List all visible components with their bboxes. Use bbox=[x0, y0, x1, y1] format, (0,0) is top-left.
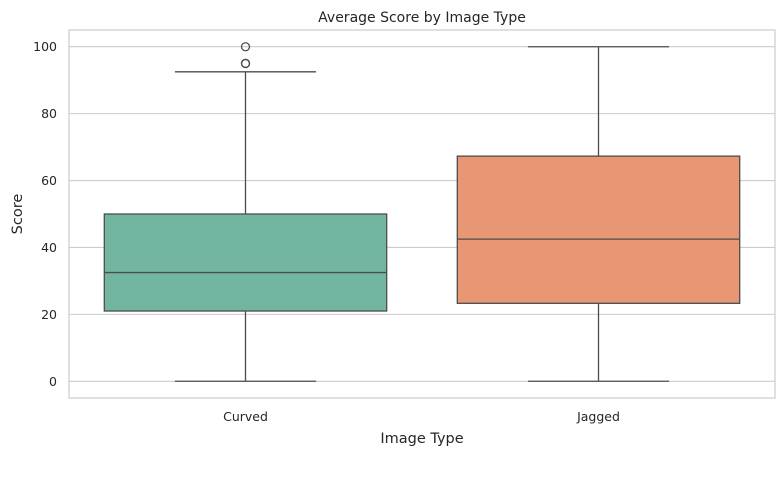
iqr-box bbox=[456, 155, 741, 304]
x-tick-label: Jagged bbox=[576, 409, 620, 424]
x-tick-label: Curved bbox=[223, 409, 268, 424]
y-tick-label: 0 bbox=[49, 374, 57, 389]
x-axis-label: Image Type bbox=[380, 431, 463, 447]
y-tick-label: 20 bbox=[41, 307, 57, 322]
y-tick-label: 80 bbox=[41, 106, 57, 121]
y-tick-label: 60 bbox=[41, 173, 57, 188]
plot-frame bbox=[68, 29, 776, 399]
outlier-point bbox=[240, 58, 251, 69]
y-tick-label: 40 bbox=[41, 240, 57, 255]
iqr-box bbox=[103, 213, 388, 312]
y-axis-label: Score bbox=[10, 194, 26, 235]
y-tick-label: 100 bbox=[33, 39, 57, 54]
box-curved bbox=[103, 42, 388, 382]
chart-title: Average Score by Image Type bbox=[318, 10, 526, 26]
axis-layer: 0 20 40 60 80 100 Curved Jagged bbox=[33, 39, 620, 424]
outlier-point bbox=[240, 42, 251, 52]
box-layer bbox=[103, 42, 741, 382]
box-jagged bbox=[456, 46, 741, 382]
